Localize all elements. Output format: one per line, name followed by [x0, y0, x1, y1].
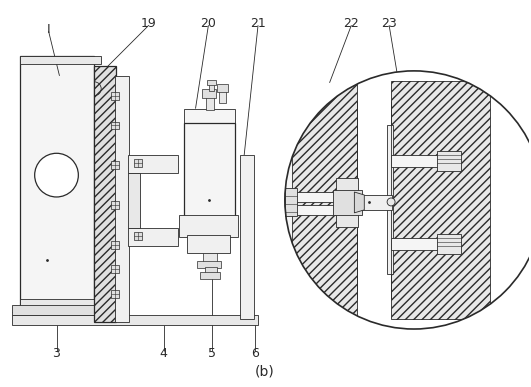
Bar — [207, 96, 215, 110]
Bar — [285, 188, 297, 216]
Bar — [295, 205, 337, 215]
Bar — [111, 122, 119, 130]
Circle shape — [285, 71, 531, 329]
Text: 20: 20 — [201, 17, 216, 30]
Circle shape — [387, 198, 395, 206]
Bar — [134, 232, 142, 240]
Circle shape — [35, 153, 79, 197]
Bar — [20, 299, 101, 307]
Bar — [332, 190, 362, 215]
Bar — [186, 235, 230, 253]
Text: 5: 5 — [208, 348, 217, 360]
Text: 23: 23 — [381, 17, 397, 30]
Bar — [290, 81, 357, 319]
Bar — [217, 84, 228, 92]
Bar — [240, 155, 254, 319]
Text: 4: 4 — [160, 348, 168, 360]
Bar — [111, 290, 119, 298]
Bar — [12, 305, 101, 315]
Bar — [391, 155, 439, 167]
Text: 21: 21 — [250, 17, 266, 30]
Bar — [20, 56, 94, 312]
Polygon shape — [354, 192, 364, 213]
Bar — [128, 173, 140, 228]
Text: (b): (b) — [255, 365, 275, 379]
Bar — [184, 123, 235, 217]
Bar — [94, 66, 116, 322]
Text: 22: 22 — [344, 17, 359, 30]
Bar — [178, 215, 238, 237]
Bar — [295, 192, 337, 202]
Bar — [278, 125, 292, 274]
Bar — [391, 81, 490, 319]
Text: I: I — [47, 23, 50, 36]
Bar — [111, 161, 119, 169]
Bar — [202, 89, 216, 98]
Bar — [201, 272, 220, 279]
Bar — [111, 265, 119, 274]
Bar — [219, 91, 226, 103]
Bar — [387, 125, 393, 274]
Bar — [20, 56, 101, 64]
Bar — [115, 76, 129, 322]
Bar — [337, 178, 358, 192]
Bar — [134, 159, 142, 167]
Bar — [437, 151, 460, 171]
Bar — [205, 267, 217, 274]
Bar — [391, 238, 439, 250]
Text: 3: 3 — [53, 348, 61, 360]
Bar — [209, 84, 215, 91]
Bar — [357, 195, 392, 210]
Bar — [437, 234, 460, 253]
Bar — [111, 92, 119, 100]
Bar — [111, 241, 119, 248]
Bar — [184, 109, 235, 123]
Bar — [337, 213, 358, 227]
Text: 19: 19 — [141, 17, 157, 30]
Bar — [111, 201, 119, 209]
Bar — [12, 315, 258, 325]
Text: 6: 6 — [251, 348, 259, 360]
Bar — [128, 155, 178, 173]
Bar — [203, 253, 217, 262]
Bar — [208, 80, 216, 85]
Bar — [128, 228, 178, 246]
Bar — [198, 260, 221, 269]
